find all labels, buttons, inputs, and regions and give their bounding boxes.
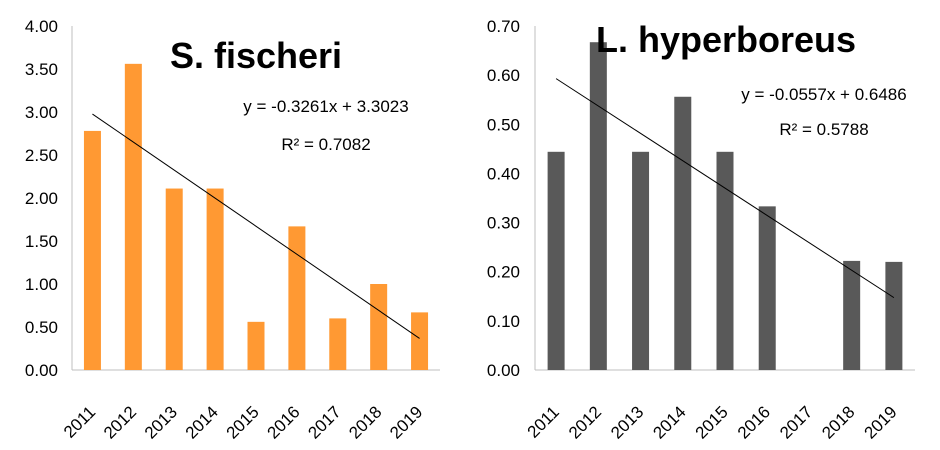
r-squared-label: R² = 0.5788: [779, 120, 868, 139]
y-tick-label: 2.50: [25, 146, 58, 165]
bar-2012: [124, 63, 142, 371]
x-tick-label: 2014: [182, 402, 222, 442]
x-tick-label: 2013: [141, 402, 181, 442]
x-tick-label: 2016: [734, 402, 774, 442]
trendline: [555, 78, 895, 299]
x-tick-label: 2019: [861, 402, 901, 442]
bar-2015: [247, 321, 265, 370]
y-tick-label: 0.00: [487, 361, 520, 380]
x-tick-label: 2017: [776, 402, 816, 442]
y-tick-label: 2.00: [25, 189, 58, 208]
chart-1: 0.00 0.50 1.00 1.50 2.00 2.50 3.00 3.50 4.00 2011…: [25, 17, 440, 443]
trendline-equation: y = -0.3261x + 3.3023: [243, 97, 408, 116]
y-tick-label: 1.00: [25, 275, 58, 294]
bar-2019: [885, 261, 903, 370]
bar-2016: [288, 226, 306, 370]
bar-2013: [632, 151, 650, 370]
y-tick-label: 0.50: [25, 318, 58, 337]
r-squared-label: R² = 0.7082: [281, 135, 370, 154]
x-tick-label: 2017: [304, 402, 344, 442]
x-tick-label: 2013: [607, 402, 647, 442]
y-tick-label: 0.10: [487, 312, 520, 331]
y-tick-label: 0.20: [487, 263, 520, 282]
bar-2012: [589, 42, 607, 371]
y-tick-label: 3.00: [25, 103, 58, 122]
y-tick-label: 0.60: [487, 66, 520, 85]
bar-2017: [329, 318, 347, 370]
bar-2015: [716, 151, 734, 370]
x-tick-label: 2012: [100, 402, 140, 442]
bar-2018: [843, 260, 861, 370]
x-tick-label: 2011: [524, 402, 563, 441]
y-tick-label: 0.00: [25, 361, 58, 380]
y-tick-label: 1.50: [25, 232, 58, 251]
bar-2016: [758, 206, 776, 370]
y-tick-label: 0.50: [487, 115, 520, 134]
x-tick-label: 2015: [692, 402, 732, 442]
y-tick-label: 0.70: [487, 17, 520, 36]
y-tick-label: 0.40: [487, 164, 520, 183]
x-tick-label: 2012: [565, 402, 605, 442]
bar-2011: [547, 151, 565, 370]
x-tick-label: 2014: [649, 402, 689, 442]
bar-2019: [411, 312, 429, 370]
x-tick-label: 2018: [345, 402, 385, 442]
x-tick-label: 2011: [60, 402, 99, 441]
bar-2014: [206, 188, 224, 370]
bar-2013: [165, 188, 183, 370]
x-tick-label: 2019: [386, 402, 426, 442]
trendline: [92, 113, 420, 339]
y-tick-label: 3.50: [25, 60, 58, 79]
x-tick-label: 2016: [264, 402, 304, 442]
x-tick-label: 2015: [223, 402, 263, 442]
y-tick-label: 4.00: [25, 17, 58, 36]
chart-title: S. fischeri: [170, 35, 342, 76]
chart-2: 0.00 0.10 0.20 0.30 0.40 0.50 0.60 0.70 2011 2012…: [487, 17, 915, 443]
bar-2018: [370, 284, 388, 370]
x-tick-label: 2018: [818, 402, 858, 442]
chart-title: L. hyperboreus: [596, 19, 856, 60]
bar-2011: [83, 130, 101, 370]
y-tick-label: 0.30: [487, 214, 520, 233]
bar-2014: [674, 96, 692, 370]
trendline-equation: y = -0.0557x + 0.6486: [741, 85, 906, 104]
